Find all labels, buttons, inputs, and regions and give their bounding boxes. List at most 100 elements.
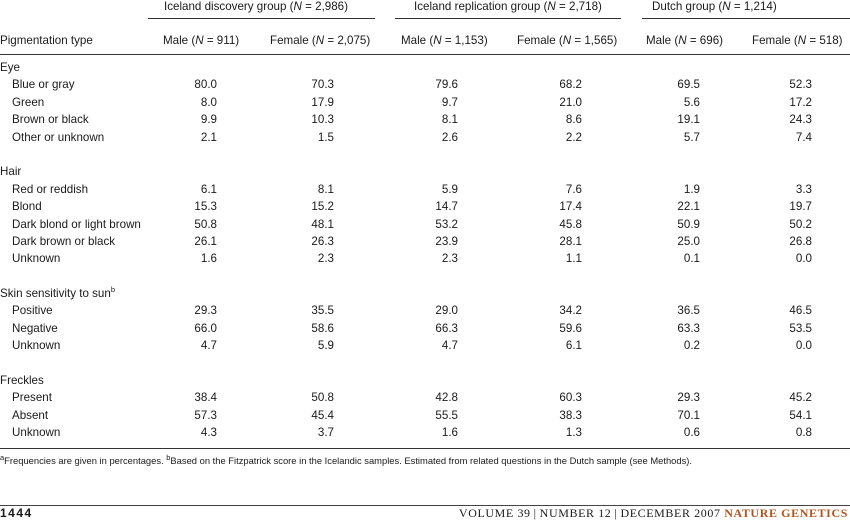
table-cell: 17.9 (311, 95, 334, 109)
table-cell: 17.4 (559, 200, 582, 214)
header-text: Female ( (517, 34, 563, 47)
group-count: = 2,986) (301, 0, 348, 13)
row-label: Positive (12, 304, 53, 318)
table-cell: 5.6 (683, 95, 700, 109)
n-symbol: N (722, 0, 731, 13)
table-cell: 22.1 (677, 200, 700, 214)
table-cell: 79.6 (435, 78, 458, 92)
header-count: = 1,153) (441, 34, 488, 47)
table-cell: 69.5 (677, 78, 700, 92)
footnote-mark: b (110, 285, 116, 295)
row-label: Negative (12, 321, 58, 335)
table-cell: 3.7 (317, 426, 334, 440)
section-spacer (0, 146, 850, 163)
table-cell: 6.1 (565, 339, 582, 353)
table-bottom-rule (0, 448, 850, 449)
header-col-2: Female (N = 2,075) (270, 34, 370, 47)
table-cell: 7.6 (565, 182, 582, 196)
table-cell: 50.9 (677, 217, 700, 231)
group-count: = 2,718) (555, 0, 602, 13)
table-cell: 23.9 (435, 234, 458, 248)
header-count: = 2,075) (324, 34, 371, 47)
header-count: = 518) (806, 34, 843, 47)
group-header-dutch: Dutch group (N = 1,214) (652, 0, 777, 13)
table-cell: 59.6 (559, 321, 582, 335)
header-text: Male ( (646, 34, 679, 47)
group-underline (642, 18, 850, 19)
header-count: = 1,565) (571, 34, 618, 47)
table-cell: 29.0 (435, 304, 458, 318)
table-cell: 45.4 (311, 408, 334, 422)
header-count: = 696) (686, 34, 724, 47)
row-label: Red or reddish (12, 182, 89, 196)
table-row: Red or reddish 6.1 8.1 5.9 7.6 1.9 3.3 (0, 181, 850, 198)
table-cell: 28.1 (559, 234, 582, 248)
table-cell: 29.3 (677, 391, 700, 405)
n-symbol: N (433, 34, 442, 47)
table-cell: 60.3 (559, 391, 582, 405)
table-cell: 36.5 (677, 304, 700, 318)
table-cell: 55.5 (435, 408, 458, 422)
table-row: Unknown 1.6 2.3 2.3 1.1 0.1 0.0 (0, 250, 850, 267)
table-cell: 9.7 (441, 95, 458, 109)
footnote-a-text: Frequencies are given in percentages. (4, 455, 167, 466)
header-count: = 911) (203, 34, 240, 47)
table-cell: 7.4 (795, 130, 812, 144)
table-cell: 66.0 (194, 321, 217, 335)
n-symbol: N (315, 34, 325, 47)
table-cell: 6.1 (200, 182, 217, 196)
section-spacer (0, 268, 850, 285)
table-cell: 15.3 (194, 200, 217, 214)
row-label: Other or unknown (12, 130, 105, 144)
table-cell: 52.3 (789, 78, 812, 92)
group-label: Iceland replication group ( (414, 0, 548, 13)
section-title: Freckles (0, 372, 850, 389)
n-symbol: N (678, 34, 687, 47)
page-number: 1444 (0, 506, 33, 520)
issue-date: DECEMBER 2007 (620, 506, 721, 520)
table-cell: 42.8 (435, 391, 458, 405)
table-cell: 0.1 (683, 252, 700, 266)
table-cell: 25.0 (677, 234, 700, 248)
table-cell: 46.5 (789, 304, 812, 318)
table-cell: 0.8 (795, 426, 812, 440)
table-cell: 45.8 (559, 217, 582, 231)
table-cell: 50.8 (311, 391, 334, 405)
table-cell: 50.2 (789, 217, 812, 231)
header-col-1: Male (N = 911) (163, 34, 239, 47)
section-label: Skin sensitivity to sunb (0, 285, 115, 302)
header-pigmentation-type: Pigmentation type (0, 34, 93, 47)
section-title: Eye (0, 59, 850, 76)
table-cell: 48.1 (311, 217, 334, 231)
table-cell: 0.6 (683, 426, 700, 440)
table-cell: 4.7 (441, 339, 458, 353)
header-rule (0, 54, 850, 55)
table-cell: 2.1 (200, 130, 217, 144)
table-cell: 4.7 (200, 339, 217, 353)
footnote-mark-b: b (166, 452, 171, 462)
table-cell: 14.7 (435, 200, 458, 214)
table-row: Blue or gray 80.0 70.3 79.6 68.2 69.5 52.3 (0, 76, 850, 93)
table-cell: 0.0 (795, 339, 812, 353)
section-title-text: Hair (0, 165, 22, 179)
table-cell: 35.5 (311, 304, 334, 318)
table-cell: 1.6 (441, 426, 458, 440)
table-cell: 34.2 (559, 304, 582, 318)
table-cell: 45.2 (789, 391, 812, 405)
table-row: Dark brown or black 26.1 26.3 23.9 28.1 25.0 2… (0, 233, 850, 250)
row-label: Dark brown or black (12, 234, 116, 248)
table-cell: 8.1 (317, 182, 334, 196)
n-symbol: N (547, 0, 556, 13)
group-label: Iceland discovery group ( (164, 0, 294, 13)
table-cell: 15.2 (311, 200, 334, 214)
table-cell: 1.1 (565, 252, 582, 266)
section-spacer (0, 355, 850, 372)
header-text: Male ( (163, 34, 196, 47)
row-label: Present (12, 391, 52, 405)
header-text: Male ( (401, 34, 434, 47)
table-cell: 1.5 (317, 130, 334, 144)
table-cell: 63.3 (677, 321, 700, 335)
table-row: Positive 29.3 35.5 29.0 34.2 36.5 46.5 (0, 302, 850, 319)
group-header-iceland-replication: Iceland replication group (N = 2,718) (414, 0, 602, 13)
table-cell: 5.9 (317, 339, 334, 353)
